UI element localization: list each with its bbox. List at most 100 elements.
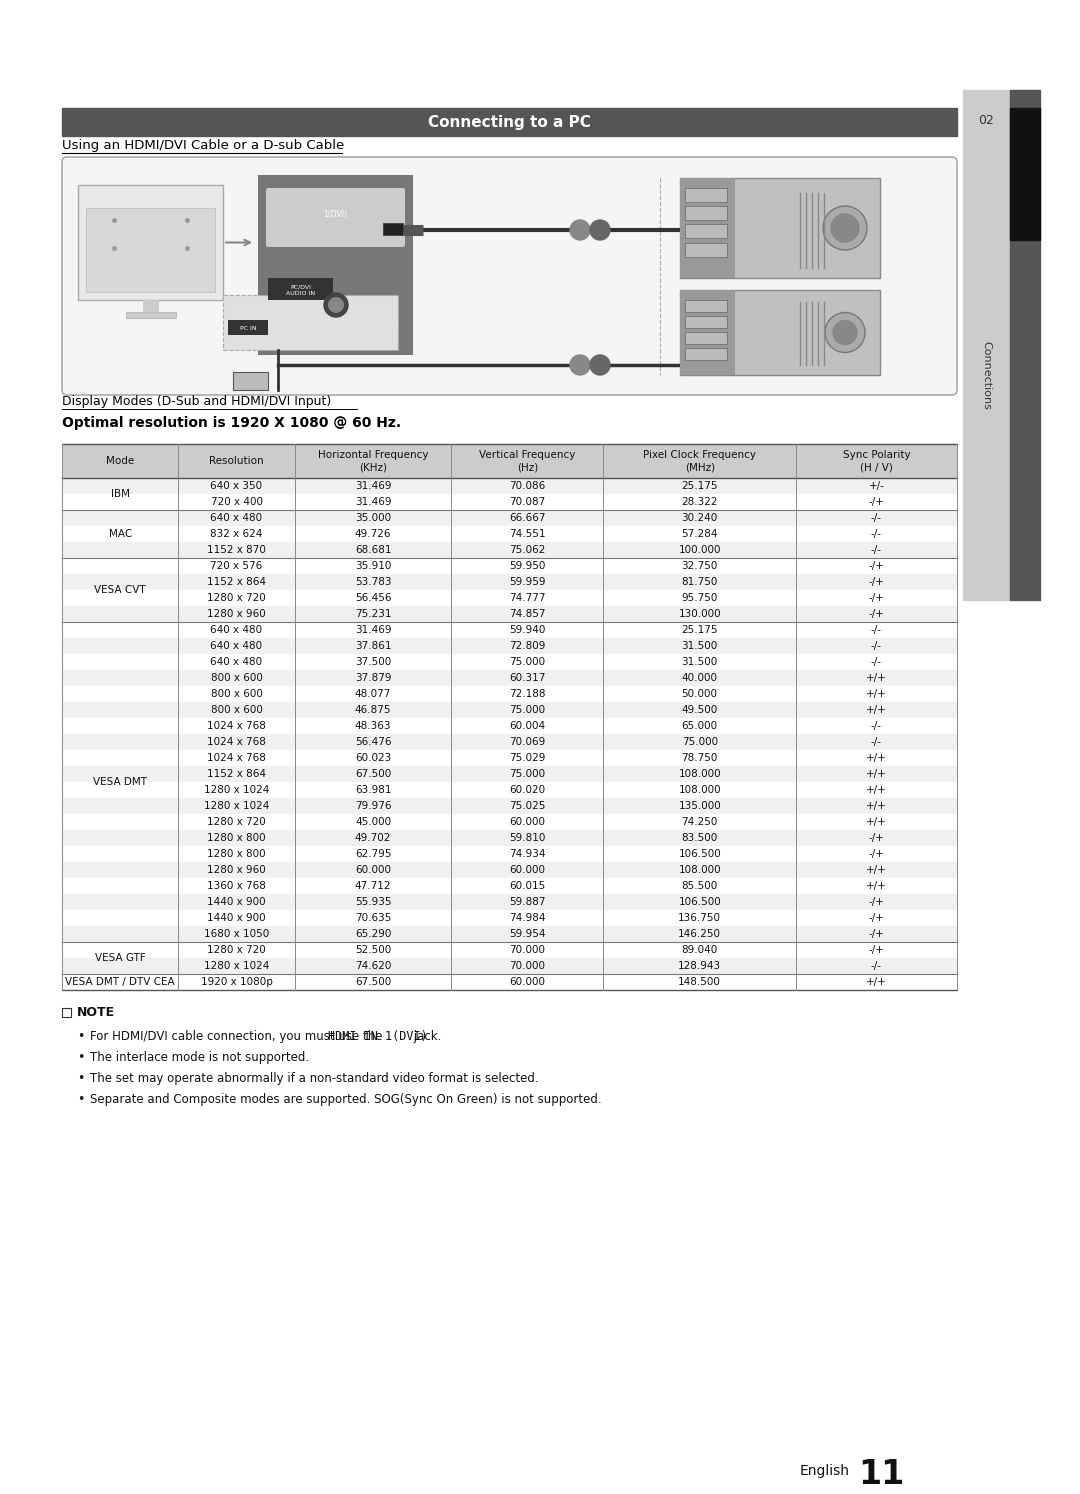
Text: 130.000: 130.000 [678,610,721,619]
Text: 25.175: 25.175 [681,481,718,492]
Text: 59.950: 59.950 [509,562,545,571]
Bar [78,185,222,300]
Text: VESA DMT / DTV CEA: VESA DMT / DTV CEA [66,977,175,988]
Bar [62,495,957,509]
Text: 37.879: 37.879 [354,672,391,683]
Text: 65.290: 65.290 [355,929,391,940]
Text: -/+: -/+ [868,834,885,843]
Text: Pixel Clock Frequency
(MHz): Pixel Clock Frequency (MHz) [644,450,756,472]
Text: NOTE: NOTE [77,1005,116,1019]
Bar [680,178,735,278]
Text: 1360 x 768: 1360 x 768 [207,881,266,890]
Text: 56.476: 56.476 [354,737,391,747]
Text: -/+: -/+ [868,913,885,923]
Bar [62,781,957,798]
Text: 60.000: 60.000 [510,977,545,988]
Text: Display Modes (D-Sub and HDMI/DVI Input): Display Modes (D-Sub and HDMI/DVI Input) [62,394,332,408]
Text: -/+: -/+ [868,562,885,571]
Text: 146.250: 146.250 [678,929,721,940]
Bar [1010,90,1040,601]
Text: 106.500: 106.500 [678,849,721,859]
Bar [685,188,727,202]
Text: Optimal resolution is 1920 X 1080 @ 60 Hz.: Optimal resolution is 1920 X 1080 @ 60 H… [62,415,401,430]
Bar [680,178,880,278]
Bar [685,317,727,329]
Bar [62,943,957,958]
Text: 1152 x 864: 1152 x 864 [207,769,266,778]
Text: 75.029: 75.029 [509,753,545,763]
Circle shape [831,214,859,242]
Text: 72.809: 72.809 [509,641,545,651]
Text: 30.240: 30.240 [681,512,718,523]
Text: 1152 x 864: 1152 x 864 [207,577,266,587]
Text: 49.702: 49.702 [355,834,391,843]
Text: 63.981: 63.981 [354,784,391,795]
Text: 1280 x 800: 1280 x 800 [207,834,266,843]
FancyBboxPatch shape [266,188,405,247]
Text: -/-: -/- [870,545,882,554]
Text: The interlace mode is not supported.: The interlace mode is not supported. [90,1050,309,1064]
Bar [268,278,333,300]
Text: 1280 x 1024: 1280 x 1024 [204,801,269,811]
Circle shape [825,312,865,353]
Text: 74.984: 74.984 [509,913,545,923]
Text: Connecting to a PC: Connecting to a PC [428,115,591,130]
Text: 74.934: 74.934 [509,849,545,859]
Text: 1280 x 1024: 1280 x 1024 [204,784,269,795]
Text: Vertical Frequency
(Hz): Vertical Frequency (Hz) [480,450,576,472]
Text: 68.681: 68.681 [354,545,391,554]
Text: VESA DMT: VESA DMT [93,777,147,787]
Circle shape [590,220,610,241]
Text: Separate and Composite modes are supported. SOG(Sync On Green) is not supported.: Separate and Composite modes are support… [90,1094,602,1106]
Text: 720 x 400: 720 x 400 [211,498,262,506]
Text: 74.777: 74.777 [509,593,545,604]
Text: -/+: -/+ [868,849,885,859]
Text: 75.062: 75.062 [509,545,545,554]
Bar [62,798,957,814]
Text: PC/DVI
AUDIO IN: PC/DVI AUDIO IN [286,284,315,296]
Text: -/+: -/+ [868,577,885,587]
Text: +/+: +/+ [866,689,887,699]
Text: -/-: -/- [870,529,882,539]
Circle shape [823,206,867,249]
Bar [62,719,957,734]
Bar [685,244,727,257]
Bar [228,320,268,335]
Text: 1440 x 900: 1440 x 900 [207,913,266,923]
Bar [963,90,1010,601]
Text: 800 x 600: 800 x 600 [211,672,262,683]
Text: -/+: -/+ [868,946,885,955]
Bar [62,910,957,926]
Text: Using an HDMI/DVI Cable or a D-sub Cable: Using an HDMI/DVI Cable or a D-sub Cable [62,139,345,152]
Text: 1280 x 1024: 1280 x 1024 [204,961,269,971]
Text: 60.023: 60.023 [355,753,391,763]
Text: 1680 x 1050: 1680 x 1050 [204,929,269,940]
Text: 640 x 480: 640 x 480 [211,641,262,651]
Text: 1280 x 720: 1280 x 720 [207,593,266,604]
Circle shape [590,356,610,375]
Text: 49.500: 49.500 [681,705,718,716]
Text: 800 x 600: 800 x 600 [211,689,262,699]
Text: 1024 x 768: 1024 x 768 [207,722,266,731]
Text: 60.020: 60.020 [510,784,545,795]
Text: 70.087: 70.087 [510,498,545,506]
Text: For HDMI/DVI cable connection, you must use the: For HDMI/DVI cable connection, you must … [90,1029,387,1043]
Text: 45.000: 45.000 [355,817,391,828]
Text: 25.175: 25.175 [681,624,718,635]
Text: 37.500: 37.500 [355,657,391,666]
Bar [62,590,957,607]
Text: 59.954: 59.954 [509,929,545,940]
Text: 49.726: 49.726 [354,529,391,539]
Text: •: • [77,1094,84,1106]
Text: -/-: -/- [870,737,882,747]
Text: •: • [77,1050,84,1064]
Text: 832 x 624: 832 x 624 [211,529,262,539]
Text: -/-: -/- [870,961,882,971]
Text: 70.069: 70.069 [510,737,545,747]
FancyBboxPatch shape [62,157,957,394]
Text: 1(DVI): 1(DVI) [324,211,348,220]
Text: 78.750: 78.750 [681,753,718,763]
Text: 800 x 600: 800 x 600 [211,705,262,716]
Text: 108.000: 108.000 [678,784,721,795]
Text: 1152 x 870: 1152 x 870 [207,545,266,554]
